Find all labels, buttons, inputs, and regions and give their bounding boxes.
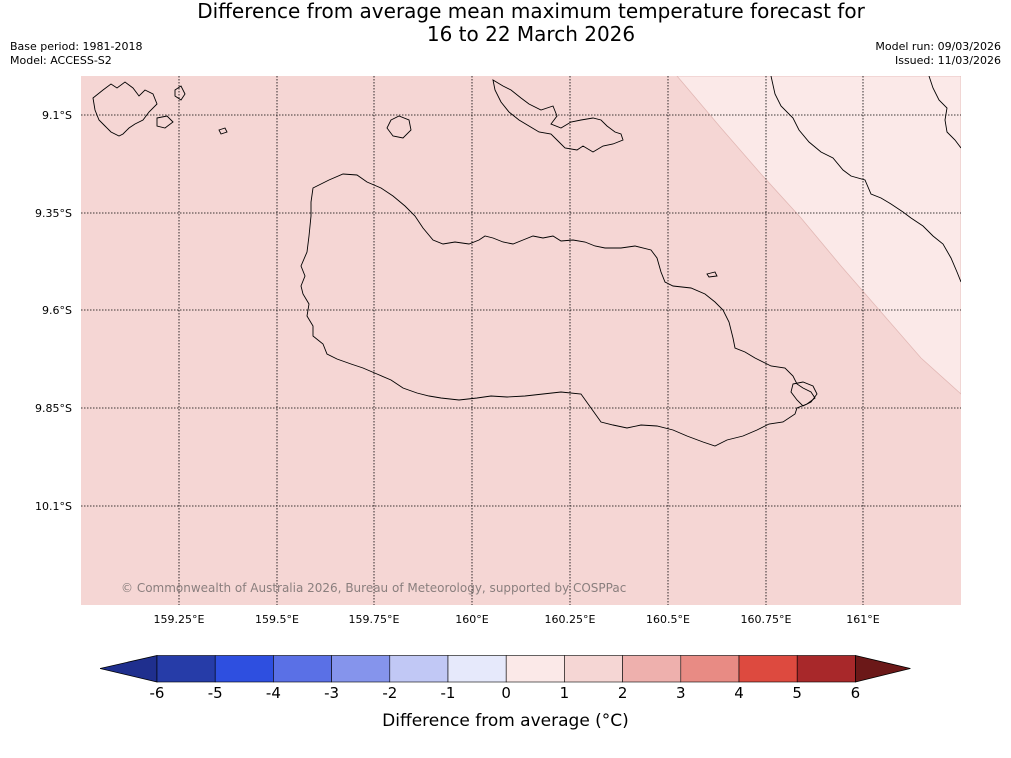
copyright-notice: © Commonwealth of Australia 2026, Bureau… (121, 581, 627, 595)
east-edge-coast (928, 76, 961, 149)
colorbar-bin (622, 655, 682, 683)
title-line-1: Difference from average mean maximum tem… (197, 0, 865, 23)
lat-label-9.85: 9.85°S (35, 402, 72, 415)
russell-islet-3 (218, 127, 228, 135)
meta-right: Model run: 09/03/2026 Issued: 11/03/2026 (875, 40, 1001, 68)
colorbar-bin (389, 655, 449, 683)
lon-label-159.75: 159.75°E (348, 613, 400, 626)
colorbar-tick-label: 3 (676, 684, 686, 702)
lat-label-9.6: 9.6°S (42, 304, 72, 317)
base-period: Base period: 1981-2018 (10, 40, 143, 53)
florida-islands-coast (492, 79, 624, 153)
colorbar (100, 655, 911, 683)
map-svg (81, 76, 961, 605)
colorbar-label: Difference from average (°C) (382, 711, 629, 731)
title-line-2: 16 to 22 March 2026 (426, 22, 636, 46)
region-0-to-1 (676, 76, 961, 395)
russell-islands-coast (92, 81, 158, 137)
colorbar-tick-label: 4 (734, 684, 744, 702)
colorbar-tick-label: 5 (792, 684, 802, 702)
colorbar-bin (273, 655, 332, 683)
map-title: Difference from average mean maximum tem… (0, 0, 1011, 46)
colorbar-extend-high (855, 655, 911, 683)
lon-label-159.25: 159.25°E (153, 613, 205, 626)
lat-label-9.35: 9.35°S (35, 207, 72, 220)
colorbar-bin (214, 655, 274, 683)
colorbar-bin (564, 655, 623, 683)
colorbar-tick-label: 1 (559, 684, 570, 702)
lon-label-160: 160°E (455, 613, 489, 626)
colorbar-tick-label: 2 (617, 684, 628, 702)
marau-coast (790, 381, 818, 407)
lat-label-9.1: 9.1°S (42, 109, 72, 122)
lon-label-161: 161°E (846, 613, 880, 626)
colorbar-bin (505, 655, 565, 683)
issued-date: Issued: 11/03/2026 (894, 54, 1001, 67)
colorbar-tick-label: -6 (149, 684, 165, 702)
islet-east (706, 271, 718, 278)
model-run: Model run: 09/03/2026 (875, 40, 1001, 53)
colorbar-bin (738, 655, 798, 683)
meta-left: Base period: 1981-2018 Model: ACCESS-S2 (10, 40, 142, 68)
colorbar-bin (680, 655, 740, 683)
lon-label-160.5: 160.5°E (646, 613, 690, 626)
colorbar-tick-label: -1 (440, 684, 456, 702)
colorbar-tick-label: -3 (324, 684, 340, 702)
colorbar-tick-label: -2 (382, 684, 398, 702)
malaita-coast (770, 76, 961, 283)
colorbar-tick-label: 0 (501, 684, 511, 702)
colorbar-tick-label: -5 (207, 684, 223, 702)
colorbar-bin (156, 655, 216, 683)
coastlines (92, 76, 961, 447)
colorbar-extend-low (100, 655, 158, 683)
lon-label-160.75: 160.75°E (740, 613, 792, 626)
map-panel: © Commonwealth of Australia 2026, Bureau… (81, 76, 961, 605)
colorbar-tick-label: -4 (265, 684, 281, 702)
guadalcanal-coast (300, 173, 816, 447)
russell-islet-1 (156, 115, 174, 129)
colorbar-tick-label: 6 (850, 684, 861, 702)
lon-label-159.5: 159.5°E (255, 613, 299, 626)
russell-islet-2 (174, 85, 186, 101)
colorbar-bin (331, 655, 391, 683)
colorbar-bin (447, 655, 507, 683)
lat-label-10.1: 10.1°S (35, 500, 72, 513)
model-name: Model: ACCESS-S2 (10, 54, 112, 67)
colorbar-bin (796, 655, 856, 683)
islet-north (386, 115, 412, 139)
lon-label-160.25: 160.25°E (544, 613, 596, 626)
graticule (81, 76, 961, 605)
